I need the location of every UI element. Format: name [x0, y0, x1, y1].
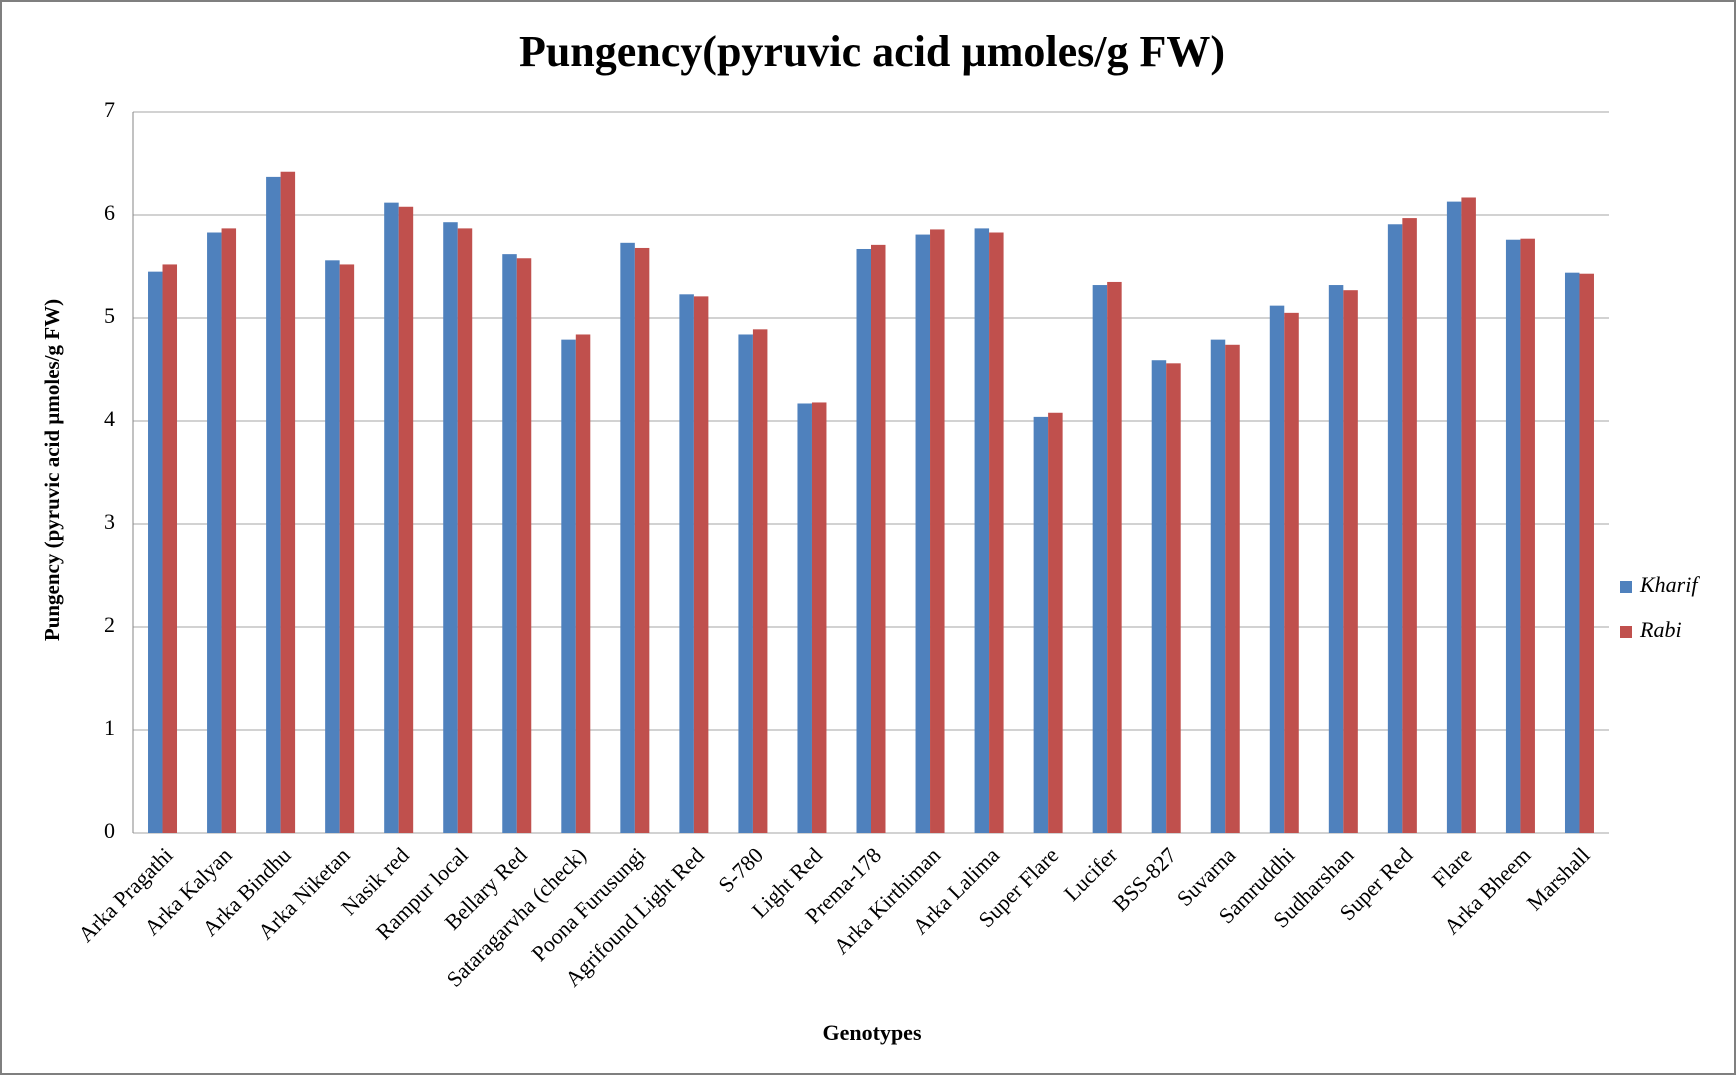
y-tick-label: 0	[104, 818, 115, 843]
y-tick-label: 6	[104, 200, 115, 225]
bar	[266, 176, 281, 833]
bar	[738, 334, 753, 833]
y-tick-label: 7	[104, 97, 115, 122]
bar	[693, 296, 709, 833]
y-axis-title: Pungency (pyruvic acid µmoles/g FW)	[40, 299, 64, 641]
bar	[811, 402, 827, 833]
bar	[162, 264, 178, 833]
y-tick-label: 2	[104, 612, 115, 637]
bar	[207, 232, 222, 833]
legend-label: Kharif	[1639, 572, 1700, 597]
bar	[620, 242, 635, 833]
bar	[1387, 224, 1403, 833]
bar	[384, 202, 399, 833]
bar	[679, 294, 694, 833]
bar	[1284, 312, 1299, 834]
legend-swatch	[1620, 626, 1632, 638]
x-axis-title: Genotypes	[823, 1020, 922, 1045]
bar	[1505, 239, 1521, 834]
bar	[1564, 272, 1580, 833]
bar	[1328, 285, 1344, 833]
bar	[930, 229, 945, 834]
bar	[1520, 238, 1535, 833]
bar	[989, 232, 1004, 833]
bar	[575, 334, 591, 833]
chart-title: Pungency(pyruvic acid µmoles/g FW)	[519, 27, 1225, 76]
bar	[634, 247, 650, 833]
bar	[443, 222, 458, 833]
bar	[974, 228, 990, 833]
bar	[1210, 339, 1226, 833]
bar	[797, 403, 812, 833]
bar	[1343, 290, 1358, 833]
bar	[1461, 197, 1476, 834]
bar	[398, 206, 414, 833]
legend-label: Rabi	[1639, 617, 1682, 642]
bar	[1151, 360, 1167, 833]
bar	[516, 258, 532, 833]
bar	[915, 234, 931, 833]
y-tick-label: 3	[104, 509, 115, 534]
bar	[1579, 273, 1594, 834]
bar	[1033, 416, 1049, 833]
bar	[1446, 201, 1462, 834]
bar	[752, 329, 768, 833]
bar	[1048, 412, 1063, 833]
bar	[339, 264, 355, 833]
bar	[1092, 285, 1108, 833]
y-tick-label: 1	[104, 715, 115, 740]
bar	[325, 260, 340, 833]
y-tick-label: 4	[104, 406, 115, 431]
bar	[1107, 281, 1122, 833]
bar	[280, 171, 296, 834]
bar	[561, 339, 576, 833]
y-tick-label: 5	[104, 303, 115, 328]
bar	[1166, 363, 1181, 833]
bar	[1402, 218, 1417, 834]
bar	[1269, 305, 1285, 833]
bar	[502, 254, 517, 833]
bar	[1225, 344, 1240, 833]
bar	[871, 244, 886, 833]
bar	[856, 248, 871, 834]
bar	[457, 228, 473, 833]
bar	[221, 228, 237, 833]
bar	[148, 271, 163, 833]
legend-swatch	[1620, 581, 1632, 593]
